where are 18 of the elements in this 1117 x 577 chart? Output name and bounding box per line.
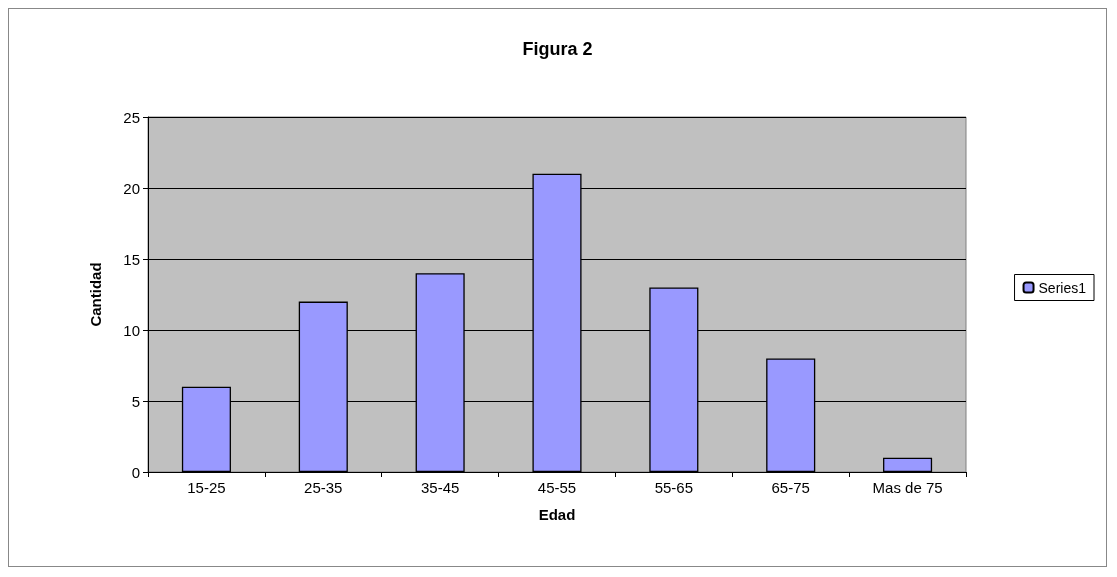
y-tick-label: 5 (131, 392, 140, 410)
y-tick-label: 10 (123, 321, 140, 339)
bar (883, 457, 933, 472)
legend-label: Series1 (1038, 279, 1087, 296)
y-tick-label: 0 (131, 463, 140, 481)
x-tick-label: 65-75 (771, 479, 810, 496)
y-tick-label: 25 (123, 108, 140, 126)
x-tick-label: 45-55 (537, 479, 577, 496)
x-axis-title: Edad (538, 506, 576, 523)
x-tick-label: 25-35 (304, 479, 343, 496)
x-tick-label: 35-45 (420, 479, 460, 496)
y-tick-label: 15 (123, 250, 140, 268)
x-tick-label: 55-65 (654, 479, 694, 496)
y-axis-title: Cantidad (87, 262, 104, 327)
x-tick-label: 15-25 (187, 479, 226, 496)
chart-title: Figura 2 (522, 39, 593, 59)
y-tick-label: 20 (123, 179, 140, 197)
x-tick-label: Mas de 75 (872, 479, 943, 496)
